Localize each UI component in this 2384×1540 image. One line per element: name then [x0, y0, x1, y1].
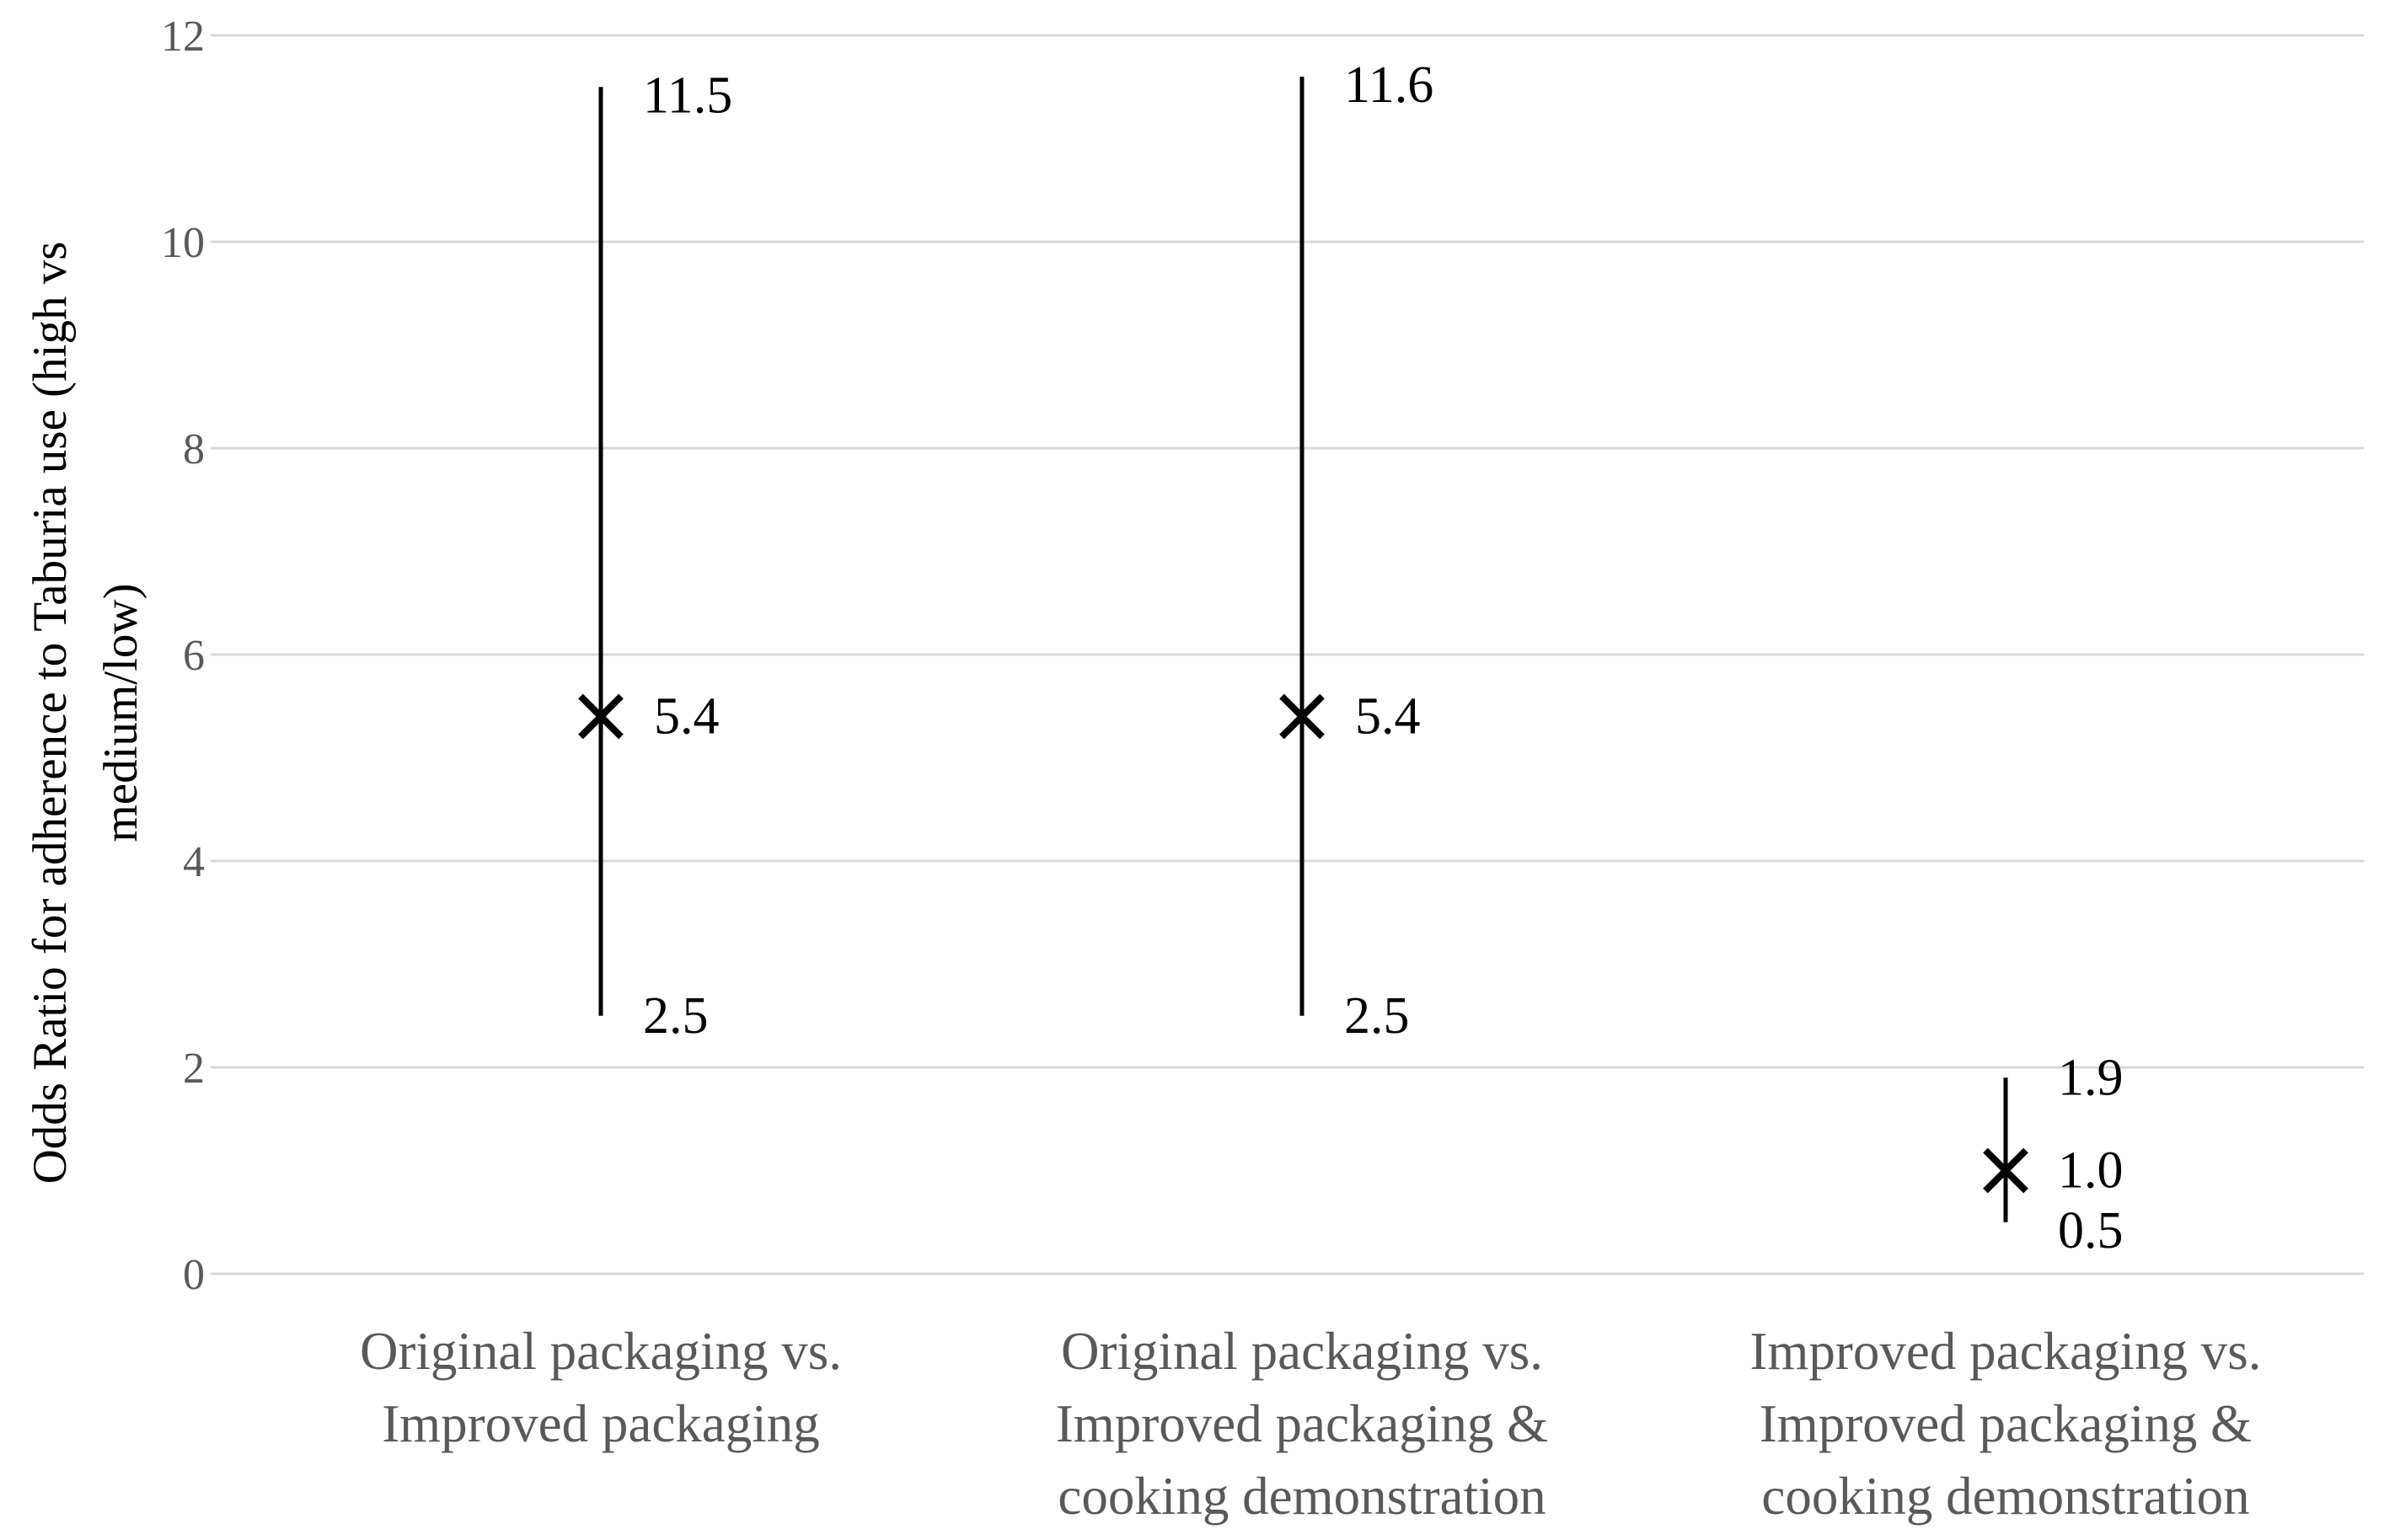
category-label-line: Improved packaging & — [1056, 1394, 1548, 1453]
category-label-1: Original packaging vs. Improved packaging — [360, 1322, 842, 1453]
category-label-line: Improved packaging — [382, 1394, 820, 1453]
category-label-2: Original packaging vs. Improved packaging… — [1056, 1322, 1548, 1526]
category-label-line: cooking demonstration — [1761, 1467, 2249, 1526]
odds-ratio-marker — [1983, 1147, 2028, 1194]
gridlines — [211, 34, 2364, 1275]
y-axis-ticks: 0 2 4 6 8 10 12 — [161, 13, 205, 1299]
odds-ratio-marker — [578, 693, 624, 740]
odds-ratio-label: 1.0 — [2058, 1142, 2124, 1200]
odds-ratio-marker — [1279, 693, 1325, 740]
y-tick-label: 12 — [161, 13, 205, 61]
y-axis-title: Odds Ratio for adherence to Taburia use … — [24, 242, 147, 1184]
category-group-1: 11.5 5.4 2.5 — [578, 67, 732, 1045]
category-label-3: Improved packaging vs. Improved packaging… — [1749, 1322, 2261, 1526]
upper-ci-label: 11.6 — [1344, 56, 1433, 114]
y-tick-label: 6 — [183, 632, 205, 680]
odds-ratio-label: 5.4 — [1355, 688, 1421, 746]
lower-ci-label: 2.5 — [643, 987, 709, 1045]
upper-ci-label: 1.9 — [2058, 1049, 2124, 1106]
category-label-line: Improved packaging & — [1760, 1394, 2252, 1453]
category-label-line: cooking demonstration — [1058, 1467, 1546, 1526]
y-tick-label: 4 — [183, 838, 205, 886]
y-tick-label: 0 — [183, 1251, 205, 1299]
category-label-line: Original packaging vs. — [360, 1322, 842, 1381]
upper-ci-label: 11.5 — [643, 67, 732, 124]
x-axis-categories: Original packaging vs. Improved packaging… — [360, 1322, 2262, 1526]
y-tick-label: 8 — [183, 425, 205, 473]
y-tick-label: 2 — [183, 1045, 205, 1093]
odds-ratio-label: 5.4 — [654, 688, 720, 746]
category-group-3: 1.9 1.00.5 — [1983, 1049, 2124, 1259]
odds-ratio-series: 11.5 5.4 2.5 11.6 5.4 2.5 1.9 1.00.5 — [578, 56, 2124, 1259]
lower-ci-label: 2.5 — [1344, 987, 1410, 1045]
y-tick-label: 10 — [161, 219, 205, 267]
category-label-line: Improved packaging vs. — [1749, 1322, 2261, 1381]
lower-ci-label: 0.5 — [2058, 1202, 2124, 1259]
category-group-2: 11.6 5.4 2.5 — [1279, 56, 1433, 1045]
category-label-line: Original packaging vs. — [1061, 1322, 1543, 1381]
y-axis-title-line: Odds Ratio for adherence to Taburia use … — [24, 242, 77, 1184]
y-axis-title-line: medium/low) — [94, 583, 147, 842]
